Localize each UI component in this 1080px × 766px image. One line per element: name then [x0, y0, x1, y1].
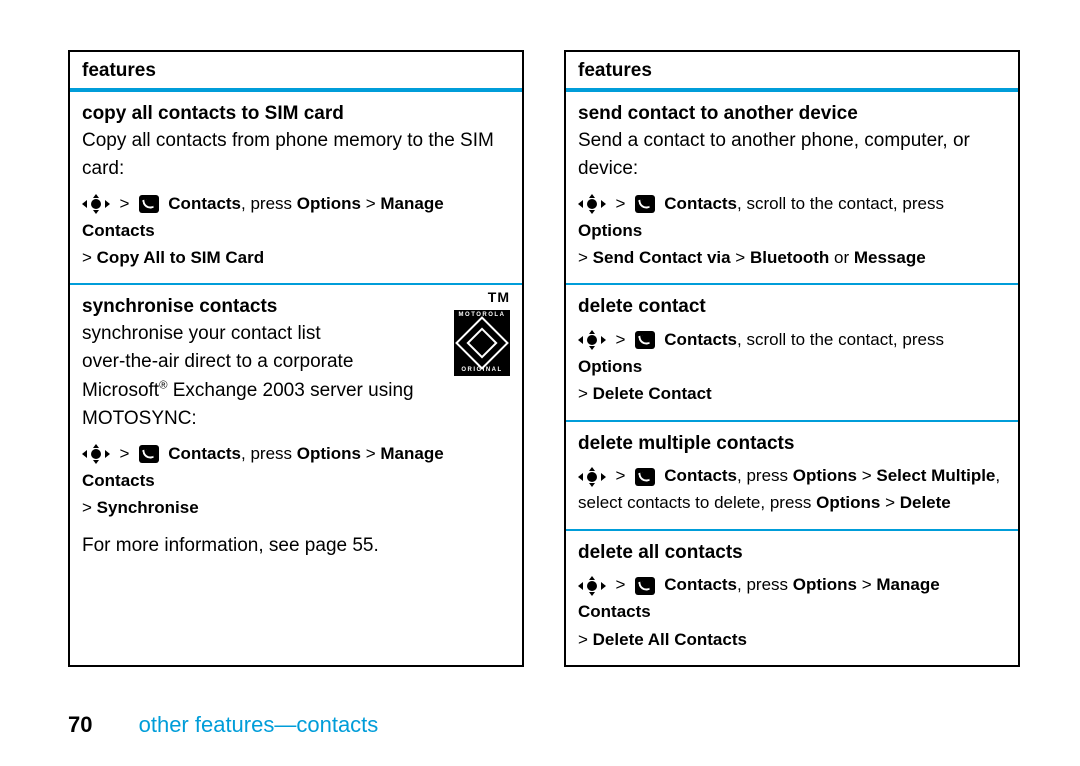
nav-key-icon: [578, 196, 606, 212]
path-contacts: Contacts: [168, 444, 241, 463]
two-column-layout: features copy all contacts to SIM card C…: [68, 50, 1020, 667]
contacts-app-icon: [635, 195, 655, 213]
path-options: Options: [578, 357, 642, 376]
nav-path: > Contacts, press Options > Manage Conta…: [578, 571, 1006, 653]
path-or: or: [829, 248, 854, 267]
left-header-row: features: [70, 52, 522, 92]
path-contacts: Contacts: [664, 330, 737, 349]
nav-key-icon: [578, 469, 606, 485]
nav-path: > Contacts, press Options > Manage Conta…: [82, 440, 510, 522]
path-msg: Message: [854, 248, 926, 267]
contacts-app-icon: [139, 445, 159, 463]
path-scroll: , scroll to the contact, press: [737, 330, 944, 349]
sync-moreinfo: For more information, see page 55.: [82, 532, 510, 561]
path-contacts: Contacts: [168, 194, 241, 213]
right-header: features: [578, 60, 652, 81]
left-feature-box: features copy all contacts to SIM card C…: [68, 50, 524, 667]
section-title: send contact to another device: [578, 102, 1006, 127]
right-feature-box: features send contact to another device …: [564, 50, 1020, 667]
path-contacts: Contacts: [664, 194, 737, 213]
section-body: Copy all contacts from phone memory to t…: [82, 127, 510, 184]
path-delete-all: Delete All Contacts: [593, 630, 747, 649]
section-synchronise: TM MOTOROLA ORIGINAL synchronise contact…: [70, 285, 522, 572]
sync-body: synchronise your contact list over-the-a…: [82, 320, 510, 434]
path-copy-all: Copy All to SIM Card: [97, 248, 265, 267]
badge-bottom: ORIGINAL: [454, 366, 510, 375]
path-options: Options: [297, 444, 361, 463]
motorola-logo-icon: MOTOROLA ORIGINAL: [454, 310, 510, 376]
manual-page: features copy all contacts to SIM card C…: [0, 0, 1080, 766]
path-press: , press: [241, 444, 297, 463]
path-sync: Synchronise: [97, 498, 199, 517]
sync-line3b: Exchange 2003 server using: [167, 380, 413, 401]
page-number: 70: [68, 712, 92, 737]
nav-path: > Contacts, scroll to the contact, press…: [578, 190, 1006, 272]
path-delete: Delete Contact: [593, 384, 712, 403]
left-header: features: [82, 60, 156, 81]
nav-key-icon: [82, 446, 110, 462]
section-delete-contact: delete contact > Contacts, scroll to the…: [566, 285, 1018, 421]
section-body: Send a contact to another phone, compute…: [578, 127, 1006, 184]
sync-line3a: Microsoft: [82, 380, 159, 401]
section-title: delete all contacts: [578, 541, 1006, 566]
nav-path: > Contacts, press Options > Select Multi…: [578, 462, 1006, 516]
path-contacts: Contacts: [664, 466, 737, 485]
section-copy-all: copy all contacts to SIM card Copy all c…: [70, 92, 522, 285]
motorola-original-badge: TM MOTOROLA ORIGINAL: [454, 287, 510, 376]
nav-key-icon: [82, 196, 110, 212]
sync-line1: synchronise your contact list: [82, 323, 321, 344]
path-press: , press: [737, 466, 793, 485]
path-options2: Options: [816, 493, 880, 512]
path-select-multiple: Select Multiple: [876, 466, 995, 485]
path-options: Options: [793, 575, 857, 594]
path-contacts: Contacts: [664, 575, 737, 594]
path-options: Options: [793, 466, 857, 485]
sync-line2: over-the-air direct to a corporate: [82, 351, 353, 372]
path-options: Options: [297, 194, 361, 213]
right-header-row: features: [566, 52, 1018, 92]
section-title: delete contact: [578, 295, 1006, 320]
nav-key-icon: [578, 332, 606, 348]
path-press: , press: [241, 194, 297, 213]
path-options: Options: [578, 221, 642, 240]
breadcrumb: other features—contacts: [139, 712, 379, 737]
path-bt: Bluetooth: [750, 248, 829, 267]
path-scroll: , scroll to the contact, press: [737, 194, 944, 213]
contacts-app-icon: [139, 195, 159, 213]
nav-key-icon: [578, 578, 606, 594]
section-delete-multiple: delete multiple contacts > Contacts, pre…: [566, 422, 1018, 531]
sync-line4: MOTOSYNC:: [82, 408, 197, 429]
trademark-label: TM: [454, 287, 510, 308]
section-title: synchronise contacts: [82, 295, 510, 320]
section-title: copy all contacts to SIM card: [82, 102, 510, 127]
nav-path: > Contacts, scroll to the contact, press…: [578, 326, 1006, 408]
section-title: delete multiple contacts: [578, 432, 1006, 457]
contacts-app-icon: [635, 577, 655, 595]
nav-path: > Contacts, press Options > Manage Conta…: [82, 190, 510, 272]
section-delete-all: delete all contacts > Contacts, press Op…: [566, 531, 1018, 665]
path-press: , press: [737, 575, 793, 594]
page-footer: 70 other features—contacts: [68, 712, 378, 738]
contacts-app-icon: [635, 331, 655, 349]
section-send-contact: send contact to another device Send a co…: [566, 92, 1018, 285]
path-delete: Delete: [900, 493, 951, 512]
path-sendvia: Send Contact via: [593, 248, 731, 267]
contacts-app-icon: [635, 468, 655, 486]
